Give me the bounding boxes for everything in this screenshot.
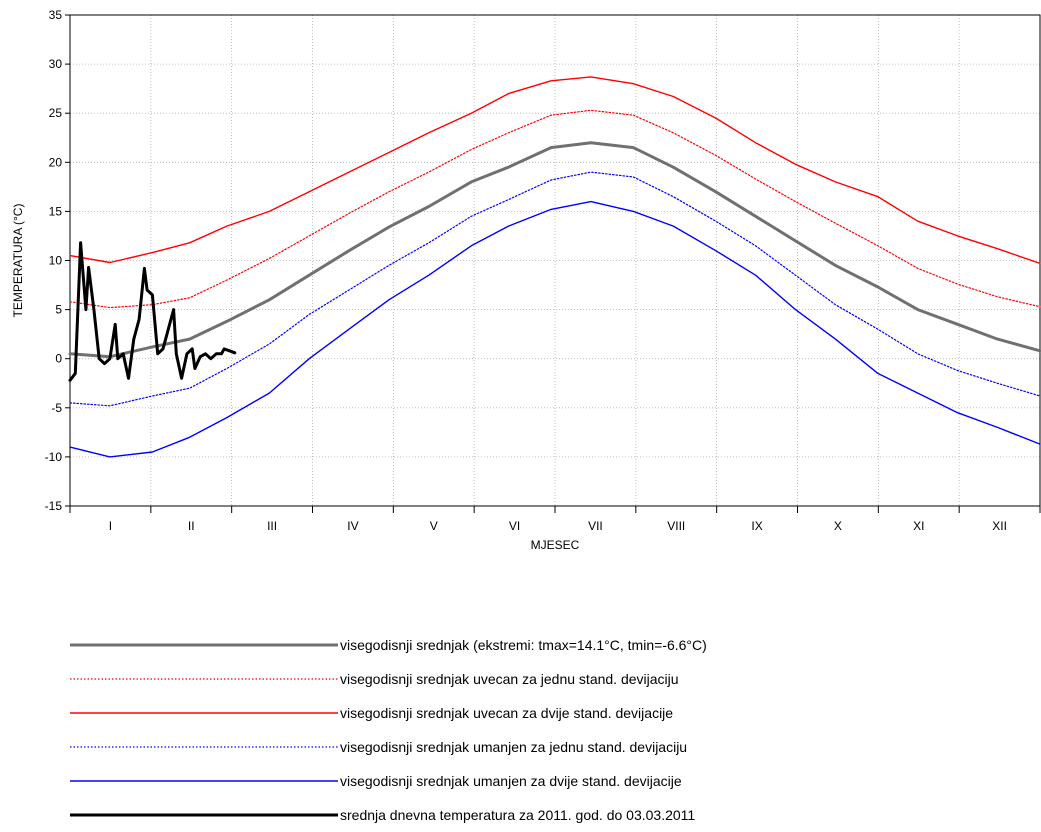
x-axis: I II III IV V VI VII VIII IX X XI XII [69, 506, 1041, 533]
legend-swatch [70, 780, 338, 782]
y-tick-label: -5 [51, 401, 62, 415]
x-axis-title: MJESEC [531, 538, 580, 552]
x-tick-label: III [267, 519, 277, 533]
grid-lines [70, 15, 1040, 506]
legend-item: visegodisnji srednjak (ekstremi: tmax=14… [70, 628, 970, 662]
y-tick-label: 35 [49, 8, 63, 22]
y-tick-label: 10 [49, 254, 63, 268]
legend-item: visegodisnji srednjak umanjen za dvije s… [70, 764, 970, 798]
x-tick-label: X [834, 519, 842, 533]
legend-item: srednja dnevna temperatura za 2011. god.… [70, 798, 970, 832]
series-line [68, 141, 1041, 359]
legend-swatch [70, 678, 338, 680]
x-tick-label: V [430, 519, 438, 533]
legend-label: visegodisnji srednjak umanjen za jednu s… [340, 739, 688, 755]
y-tick-label: 5 [55, 303, 62, 317]
series-line [69, 76, 1041, 265]
x-tick-label: I [109, 519, 112, 533]
y-tick-label: 0 [55, 352, 62, 366]
y-tick-label: 15 [49, 204, 63, 218]
legend-label: visegodisnji srednjak uvecan za jednu st… [340, 671, 679, 687]
legend-swatch [70, 643, 338, 647]
legend-swatch [70, 813, 338, 817]
x-tick-label: VIII [667, 519, 685, 533]
y-axis-title: TEMPERATURA (°C) [11, 204, 25, 318]
x-tick-label: XII [992, 519, 1007, 533]
legend-label: srednja dnevna temperatura za 2011. god.… [340, 807, 696, 823]
y-tick-label: 30 [49, 57, 63, 71]
x-tick-label: VII [588, 519, 603, 533]
y-tick-label: -15 [45, 499, 63, 513]
x-tick-label: VI [509, 519, 520, 533]
legend-swatch [70, 712, 338, 714]
x-tick-label: II [188, 519, 195, 533]
y-tick-label: -10 [45, 450, 63, 464]
legend-item: visegodisnji srednjak uvecan za jednu st… [70, 662, 970, 696]
series-line [69, 171, 1041, 407]
series-line [69, 200, 1041, 458]
legend-swatch [70, 746, 338, 748]
y-tick-label: 25 [49, 106, 63, 120]
legend: visegodisnji srednjak (ekstremi: tmax=14… [70, 628, 970, 832]
legend-item: visegodisnji srednjak umanjen za jednu s… [70, 730, 970, 764]
series-line [69, 109, 1041, 309]
x-tick-label: IX [751, 519, 762, 533]
y-axis: -15 -10 -5 0 5 10 15 20 25 30 35 [45, 8, 70, 513]
x-tick-label: IV [347, 519, 358, 533]
x-tick-label: XI [913, 519, 924, 533]
series-lines [68, 76, 1041, 458]
legend-label: visegodisnji srednjak (ekstremi: tmax=14… [340, 637, 707, 653]
legend-item: visegodisnji srednjak uvecan za dvije st… [70, 696, 970, 730]
legend-label: visegodisnji srednjak uvecan za dvije st… [340, 705, 674, 721]
y-tick-label: 20 [49, 155, 63, 169]
legend-label: visegodisnji srednjak umanjen za dvije s… [340, 773, 682, 789]
series-line [68, 241, 237, 382]
